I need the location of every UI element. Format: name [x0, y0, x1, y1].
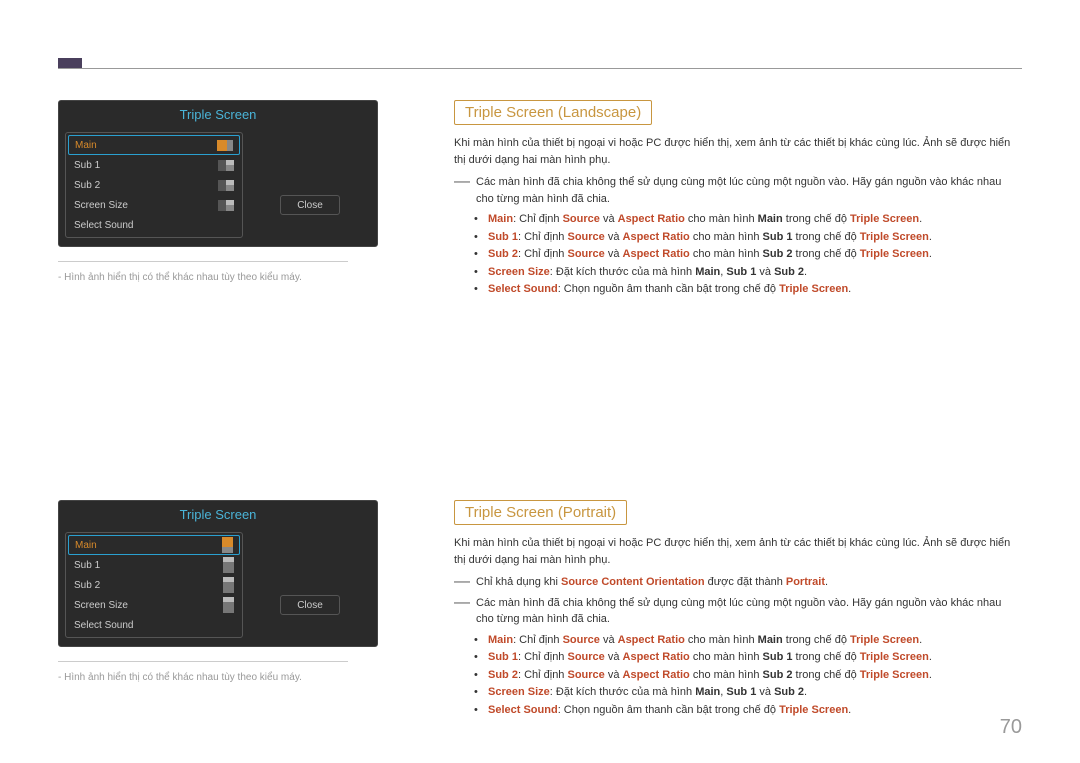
section-title-portrait: Triple Screen (Portrait) — [454, 500, 627, 525]
osd-item-selectsound[interactable]: Select Sound — [68, 615, 240, 635]
osd-item-label: Sub 1 — [74, 160, 100, 171]
content-landscape: Triple Screen (Landscape) Khi màn hình c… — [454, 100, 1022, 299]
close-button[interactable]: Close — [280, 195, 340, 215]
osd-title: Triple Screen — [59, 101, 377, 128]
bullet-list: Main: Chỉ định Source và Aspect Ratio ch… — [474, 632, 1022, 720]
section-title-landscape: Triple Screen (Landscape) — [454, 100, 652, 125]
note-text: Chỉ khả dụng khi Source Content Orientat… — [476, 574, 828, 591]
intro-text: Khi màn hình của thiết bị ngoại vi hoặc … — [454, 135, 1022, 168]
osd-menu-portrait: Triple Screen Main Sub 1 Sub 2 Screen Si… — [58, 500, 378, 647]
bullet-sub1: Sub 1: Chỉ định Source và Aspect Ratio c… — [474, 229, 1022, 247]
layout-icon — [218, 200, 234, 211]
layout-icon — [223, 557, 234, 573]
osd-item-label: Main — [75, 140, 97, 151]
osd-item-sub1[interactable]: Sub 1 — [68, 155, 240, 175]
dash-icon: ― — [454, 174, 470, 207]
dash-icon: ― — [454, 574, 470, 591]
osd-item-main[interactable]: Main — [68, 535, 240, 555]
note-text: Các màn hình đã chia không thể sử dụng c… — [476, 174, 1022, 207]
footnote: - Hình ảnh hiển thị có thể khác nhau tùy… — [58, 261, 348, 283]
header-accent — [58, 58, 82, 68]
bullet-selectsound: Select Sound: Chọn nguồn âm thanh cần bậ… — [474, 281, 1022, 299]
bullet-sub1: Sub 1: Chỉ định Source và Aspect Ratio c… — [474, 649, 1022, 667]
osd-side: Close — [249, 132, 371, 238]
page-number: 70 — [1000, 716, 1022, 739]
layout-icon — [223, 577, 234, 593]
bullet-main: Main: Chỉ định Source và Aspect Ratio ch… — [474, 632, 1022, 650]
dash-icon: ― — [454, 595, 470, 628]
footnote-text: Hình ảnh hiển thị có thể khác nhau tùy t… — [64, 672, 302, 683]
osd-list: Main Sub 1 Sub 2 Screen Size Select Soun… — [65, 532, 243, 638]
bullet-screensize: Screen Size: Đặt kích thước của mà hình … — [474, 684, 1022, 702]
layout-icon — [218, 180, 234, 191]
note-block: ― Các màn hình đã chia không thể sử dụng… — [454, 595, 1022, 628]
osd-item-label: Sub 2 — [74, 580, 100, 591]
layout-icon — [217, 140, 233, 151]
left-panel-landscape: Triple Screen Main Sub 1 Sub 2 Screen Si… — [58, 100, 388, 283]
bullet-sub2: Sub 2: Chỉ định Source và Aspect Ratio c… — [474, 667, 1022, 685]
note-text: Các màn hình đã chia không thể sử dụng c… — [476, 595, 1022, 628]
bullet-screensize: Screen Size: Đặt kích thước của mà hình … — [474, 264, 1022, 282]
footnote: - Hình ảnh hiển thị có thể khác nhau tùy… — [58, 661, 348, 683]
bullet-selectsound: Select Sound: Chọn nguồn âm thanh cần bậ… — [474, 702, 1022, 720]
osd-menu-landscape: Triple Screen Main Sub 1 Sub 2 Screen Si… — [58, 100, 378, 247]
note-block-availability: ― Chỉ khả dụng khi Source Content Orient… — [454, 574, 1022, 591]
layout-icon — [222, 537, 233, 553]
osd-body: Main Sub 1 Sub 2 Screen Size Select Soun… — [59, 528, 377, 646]
bullet-sub2: Sub 2: Chỉ định Source và Aspect Ratio c… — [474, 246, 1022, 264]
note-block: ― Các màn hình đã chia không thể sử dụng… — [454, 174, 1022, 207]
bullet-main: Main: Chỉ định Source và Aspect Ratio ch… — [474, 211, 1022, 229]
osd-item-label: Select Sound — [74, 220, 134, 231]
osd-item-screensize[interactable]: Screen Size — [68, 595, 240, 615]
osd-item-main[interactable]: Main — [68, 135, 240, 155]
osd-item-label: Screen Size — [74, 600, 128, 611]
osd-item-label: Main — [75, 540, 97, 551]
header-rule — [58, 68, 1022, 69]
osd-item-label: Screen Size — [74, 200, 128, 211]
osd-item-sub2[interactable]: Sub 2 — [68, 175, 240, 195]
layout-icon — [218, 160, 234, 171]
osd-item-selectsound[interactable]: Select Sound — [68, 215, 240, 235]
osd-item-label: Select Sound — [74, 620, 134, 631]
osd-item-screensize[interactable]: Screen Size — [68, 195, 240, 215]
osd-item-sub2[interactable]: Sub 2 — [68, 575, 240, 595]
osd-item-label: Sub 1 — [74, 560, 100, 571]
content-portrait: Triple Screen (Portrait) Khi màn hình củ… — [454, 500, 1022, 719]
intro-text: Khi màn hình của thiết bị ngoại vi hoặc … — [454, 535, 1022, 568]
left-panel-portrait: Triple Screen Main Sub 1 Sub 2 Screen Si… — [58, 500, 388, 683]
layout-icon — [223, 597, 234, 613]
bullet-list: Main: Chỉ định Source và Aspect Ratio ch… — [474, 211, 1022, 299]
footnote-text: Hình ảnh hiển thị có thể khác nhau tùy t… — [64, 272, 302, 283]
osd-list: Main Sub 1 Sub 2 Screen Size Select Soun… — [65, 132, 243, 238]
osd-item-label: Sub 2 — [74, 180, 100, 191]
close-button[interactable]: Close — [280, 595, 340, 615]
osd-body: Main Sub 1 Sub 2 Screen Size Select Soun… — [59, 128, 377, 246]
osd-item-sub1[interactable]: Sub 1 — [68, 555, 240, 575]
osd-side: Close — [249, 532, 371, 638]
osd-title: Triple Screen — [59, 501, 377, 528]
